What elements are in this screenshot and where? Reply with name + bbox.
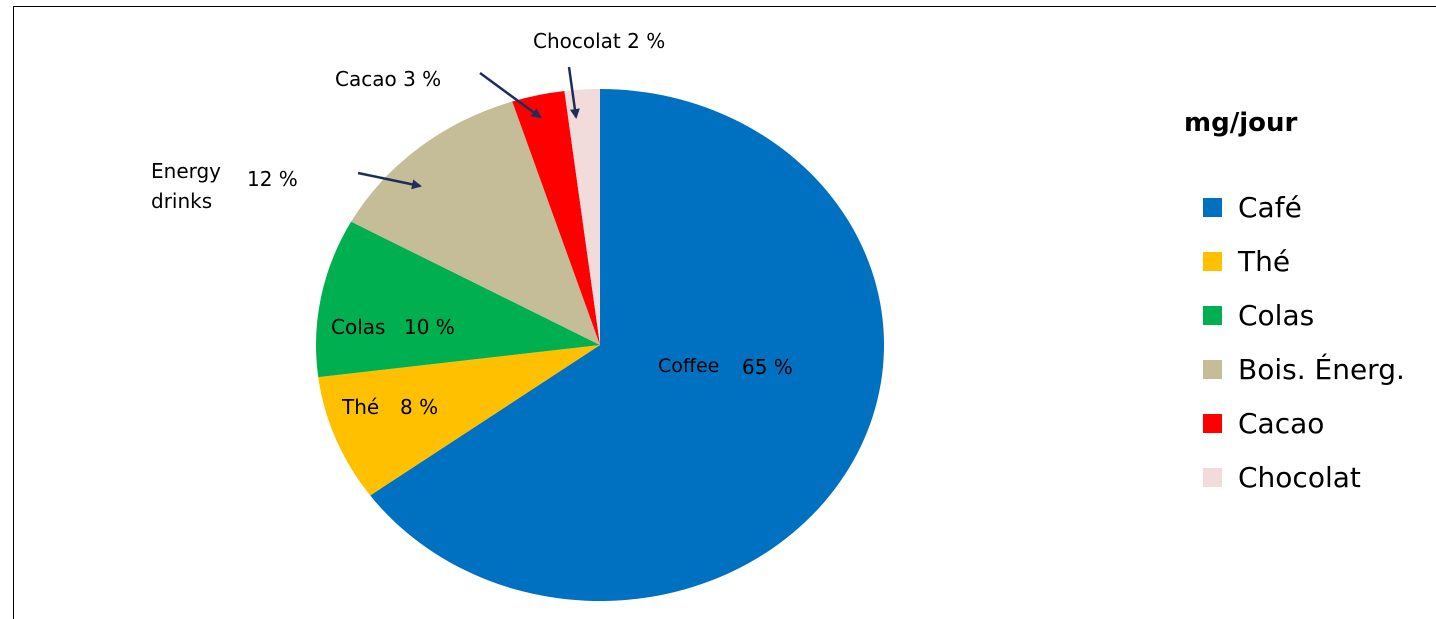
legend-label-energy: Bois. Énerg. — [1238, 352, 1405, 386]
legend-swatch-colas — [1203, 306, 1222, 325]
legend-label-cacao: Cacao — [1238, 407, 1324, 440]
legend-label-colas: Colas — [1238, 299, 1314, 332]
pie-slice-cafe — [370, 89, 885, 602]
slice-label-energy-value: 12 % — [247, 167, 298, 191]
legend-label-chocolat: Chocolat — [1238, 461, 1361, 494]
pie-slice-chocolat — [564, 89, 600, 345]
legend-label-the: Thé — [1237, 245, 1290, 278]
slice-label-energy-line1: Energy — [151, 159, 221, 183]
legend: mg/jour Café Thé Colas Bois. Énerg. Cacao Cho… — [1184, 108, 1405, 494]
legend-swatch-cafe — [1203, 198, 1222, 217]
slice-label-cacao: Cacao 3 % — [335, 67, 441, 91]
energy-arrow — [357, 171, 422, 190]
legend-label-cafe: Café — [1238, 191, 1302, 224]
slice-label-cafe-name: Coffee — [658, 355, 719, 377]
legend-swatch-cacao — [1203, 414, 1222, 433]
chart-frame — [13, 6, 1436, 619]
slice-label-colas-name: Colas — [331, 315, 385, 339]
slice-label-cafe-value: 65 % — [742, 355, 793, 379]
chocolat-arrow — [567, 66, 580, 119]
cacao-arrow — [479, 71, 542, 119]
pie-slice-the — [318, 345, 600, 496]
pie-slice-colas — [316, 221, 600, 378]
slice-label-the-name: Thé — [341, 395, 379, 419]
pie-slice-cacao — [512, 91, 600, 346]
slice-label-energy-line2: drinks — [151, 189, 212, 213]
legend-swatch-energy — [1203, 360, 1222, 379]
legend-swatch-the — [1203, 252, 1222, 271]
legend-title: mg/jour — [1184, 108, 1297, 138]
slice-label-the-value: 8 % — [400, 395, 438, 419]
pie-slice-energy — [351, 101, 600, 345]
slice-label-colas-value: 10 % — [404, 315, 455, 339]
legend-swatch-chocolat — [1203, 468, 1222, 487]
slice-label-chocolat: Chocolat 2 % — [533, 29, 665, 53]
